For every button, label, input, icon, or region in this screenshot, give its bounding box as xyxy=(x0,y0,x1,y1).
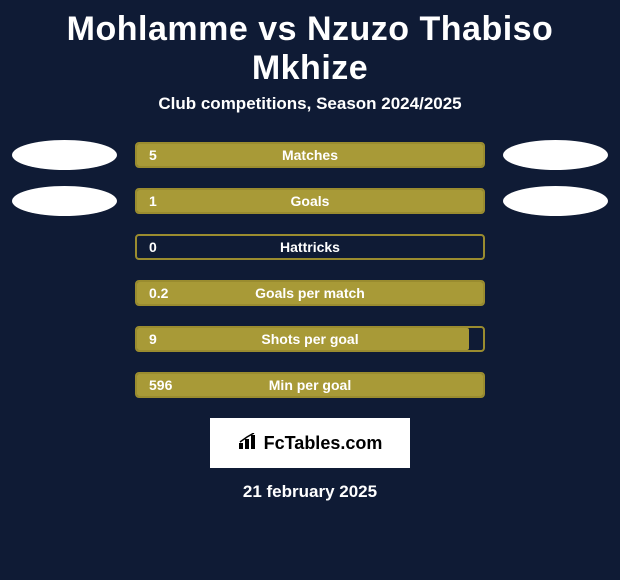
stat-label: Shots per goal xyxy=(137,332,483,346)
right-ellipse xyxy=(503,140,608,170)
stat-bar: 0Hattricks xyxy=(135,234,485,260)
left-ellipse xyxy=(12,324,117,354)
stat-bar: 596Min per goal xyxy=(135,372,485,398)
right-ellipse xyxy=(503,278,608,308)
stat-bar: 0.2Goals per match xyxy=(135,280,485,306)
stat-row: 5Matches xyxy=(0,142,620,168)
left-ellipse xyxy=(12,370,117,400)
left-ellipse xyxy=(12,186,117,216)
left-ellipse xyxy=(12,232,117,262)
stat-label: Min per goal xyxy=(137,378,483,392)
left-ellipse xyxy=(12,278,117,308)
left-ellipse xyxy=(12,140,117,170)
stats-list: 5Matches 1Goals 0Hattricks 0.2Goals per mat… xyxy=(0,142,620,398)
stat-bar: 9Shots per goal xyxy=(135,326,485,352)
stat-row: 9Shots per goal xyxy=(0,326,620,352)
stat-row: 0.2Goals per match xyxy=(0,280,620,306)
stat-bar: 1Goals xyxy=(135,188,485,214)
stat-row: 0Hattricks xyxy=(0,234,620,260)
stat-label: Goals xyxy=(137,194,483,208)
logo-box: FcTables.com xyxy=(210,418,410,468)
stat-row: 1Goals xyxy=(0,188,620,214)
stat-label: Hattricks xyxy=(137,240,483,254)
stat-label: Matches xyxy=(137,148,483,162)
logo-text: FcTables.com xyxy=(264,433,383,454)
right-ellipse xyxy=(503,232,608,262)
logo: FcTables.com xyxy=(238,433,383,454)
right-ellipse xyxy=(503,186,608,216)
stat-row: 596Min per goal xyxy=(0,372,620,398)
stat-label: Goals per match xyxy=(137,286,483,300)
right-ellipse xyxy=(503,324,608,354)
comparison-card: Mohlamme vs Nzuzo Thabiso Mkhize Club co… xyxy=(0,0,620,502)
right-ellipse xyxy=(503,370,608,400)
subtitle: Club competitions, Season 2024/2025 xyxy=(0,94,620,142)
date: 21 february 2025 xyxy=(0,482,620,502)
page-title: Mohlamme vs Nzuzo Thabiso Mkhize xyxy=(0,0,620,94)
chart-icon xyxy=(238,433,260,454)
stat-bar: 5Matches xyxy=(135,142,485,168)
